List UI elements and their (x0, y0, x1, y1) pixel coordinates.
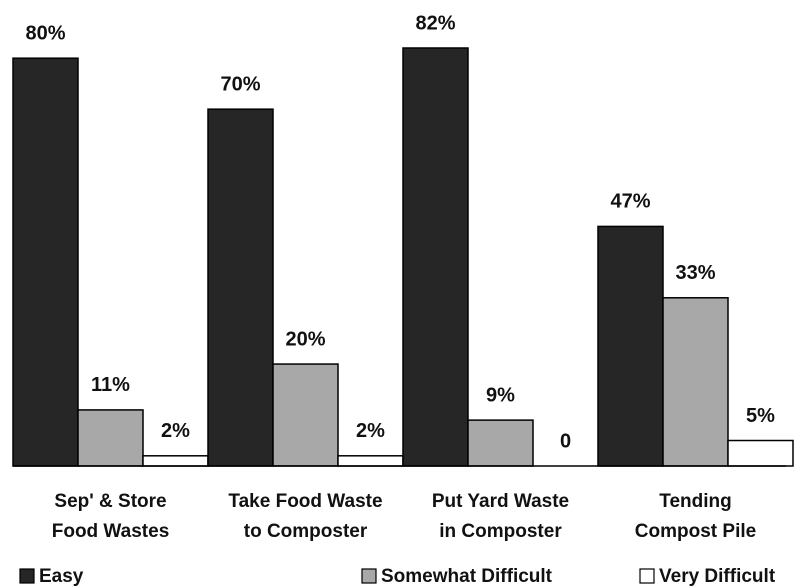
value-label: 11% (91, 374, 130, 396)
bar (402, 47, 469, 467)
bar (12, 57, 79, 467)
bar (467, 419, 534, 467)
value-label: 2% (161, 420, 190, 442)
value-label: 0 (560, 430, 571, 452)
legend-label: Somewhat Difficult (381, 566, 553, 587)
bar (337, 455, 404, 467)
bar (207, 108, 274, 467)
x-tick-label: Take Food Waste (228, 491, 382, 512)
value-label: 80% (25, 22, 65, 44)
x-tick-label: in Composter (439, 521, 562, 542)
bar (662, 297, 729, 467)
legend-swatch (19, 568, 35, 584)
value-label: 9% (486, 384, 515, 406)
legend-label: Easy (39, 566, 84, 587)
legend-label: Very Difficult (659, 566, 776, 587)
bar (727, 439, 794, 467)
legend-swatch (361, 568, 377, 584)
bar (142, 455, 209, 467)
x-tick-label: Tending (659, 491, 731, 512)
legend-swatch (639, 568, 655, 584)
bar (272, 363, 339, 467)
x-tick-label: Put Yard Waste (432, 491, 569, 512)
x-tick-label: Food Wastes (52, 521, 170, 542)
value-label: 47% (610, 191, 650, 213)
x-tick-label: Compost Pile (635, 521, 756, 542)
value-label: 20% (285, 328, 325, 350)
x-tick-label: to Composter (244, 521, 368, 542)
value-label: 70% (220, 73, 260, 95)
bar (597, 225, 664, 467)
value-label: 5% (746, 405, 775, 427)
value-label: 33% (675, 262, 715, 284)
value-label: 82% (415, 12, 455, 34)
value-label: 2% (356, 420, 385, 442)
x-tick-label: Sep' & Store (54, 491, 166, 512)
bar (77, 409, 144, 467)
